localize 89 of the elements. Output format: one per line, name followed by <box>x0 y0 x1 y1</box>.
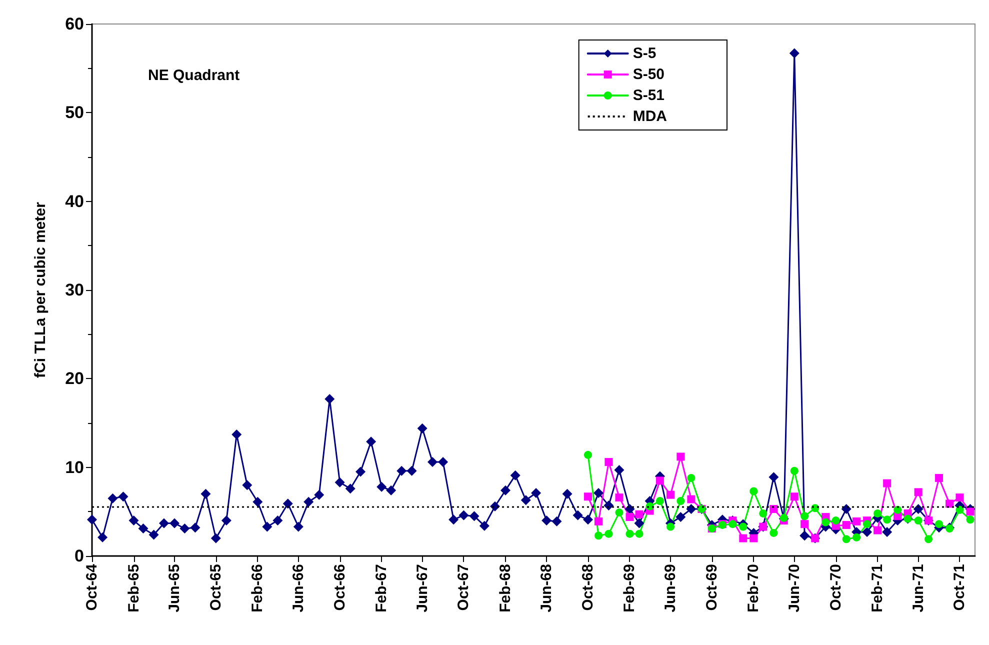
x-tick-label: Oct-66 <box>331 564 348 611</box>
point <box>935 520 944 528</box>
point <box>687 474 696 482</box>
point <box>604 458 613 466</box>
legend-label: S-51 <box>632 87 665 104</box>
point <box>790 466 798 475</box>
point <box>914 516 922 525</box>
x-tick-label: Jun-71 <box>910 564 927 612</box>
x-tick-label: Oct-71 <box>951 564 968 611</box>
point <box>626 512 634 521</box>
point <box>956 493 964 502</box>
point <box>750 487 758 496</box>
point <box>914 488 922 496</box>
y-axis-title: fCi TLLa per cubic meter <box>32 202 49 378</box>
x-tick-label: Oct-69 <box>703 564 720 611</box>
x-tick-label: Feb-71 <box>869 564 886 612</box>
x-tick-label: Feb-67 <box>373 564 390 612</box>
point <box>750 534 758 542</box>
x-tick-label: Jun-67 <box>414 564 431 612</box>
point <box>822 518 830 526</box>
point <box>874 526 882 534</box>
x-tick-label: Feb-70 <box>745 564 762 612</box>
x-tick-label: Oct-70 <box>827 564 844 611</box>
y-tick-label: 50 <box>65 103 84 122</box>
x-tick-label: Feb-66 <box>249 564 266 612</box>
x-tick-label: Oct-67 <box>455 564 472 611</box>
point <box>615 508 624 517</box>
point <box>842 520 850 529</box>
point <box>863 520 872 528</box>
point <box>935 474 944 482</box>
x-tick-label: Jun-65 <box>166 564 183 612</box>
x-tick-label: Feb-69 <box>621 564 638 612</box>
point <box>852 533 861 542</box>
y-tick-label: 0 <box>74 546 84 566</box>
point <box>666 522 674 531</box>
point <box>770 505 778 514</box>
point <box>966 508 974 516</box>
point <box>790 492 798 501</box>
x-tick-label: Feb-65 <box>125 564 142 612</box>
point <box>832 516 840 525</box>
point <box>874 509 882 518</box>
point <box>676 497 685 506</box>
point <box>883 516 892 524</box>
x-tick-label: Jun-66 <box>290 564 307 612</box>
x-tick-label: Oct-68 <box>579 564 596 611</box>
y-tick-label: 40 <box>65 192 84 211</box>
x-tick-label: Oct-65 <box>207 564 224 611</box>
point <box>894 506 902 514</box>
point <box>594 517 603 526</box>
point <box>604 530 613 538</box>
point <box>626 530 634 538</box>
x-tick-label: Oct-64 <box>84 563 100 611</box>
point <box>800 512 809 520</box>
point <box>656 476 664 485</box>
x-tick-label: Jun-70 <box>786 564 803 612</box>
point <box>584 450 592 459</box>
annotation: NE Quadrant <box>148 67 240 84</box>
point <box>883 479 892 488</box>
point <box>956 506 964 514</box>
point <box>687 495 696 504</box>
point <box>739 534 748 542</box>
point <box>728 520 737 528</box>
point <box>770 528 778 537</box>
y-tick-label: 60 <box>65 14 84 34</box>
point <box>759 509 768 518</box>
y-tick-label: 20 <box>65 369 84 388</box>
x-tick-label: Jun-69 <box>662 564 679 612</box>
point <box>635 530 644 538</box>
y-tick-label: 10 <box>65 458 84 477</box>
point <box>800 520 809 528</box>
point <box>676 452 685 461</box>
point <box>635 510 644 518</box>
point <box>594 532 603 540</box>
legend-label: S-50 <box>632 66 665 83</box>
point <box>842 535 850 544</box>
legend-label: S-5 <box>632 45 656 62</box>
point <box>946 500 954 508</box>
point <box>966 516 974 524</box>
point <box>615 493 624 502</box>
x-tick-label: Feb-68 <box>496 564 514 612</box>
point <box>656 497 664 506</box>
point <box>924 535 932 544</box>
point <box>666 490 674 499</box>
point <box>739 522 748 531</box>
point <box>852 517 861 526</box>
x-tick-label: Jun-68 <box>538 564 556 612</box>
legend-label: MDA <box>632 108 668 125</box>
point <box>584 492 592 501</box>
y-tick-label: 30 <box>65 280 84 300</box>
